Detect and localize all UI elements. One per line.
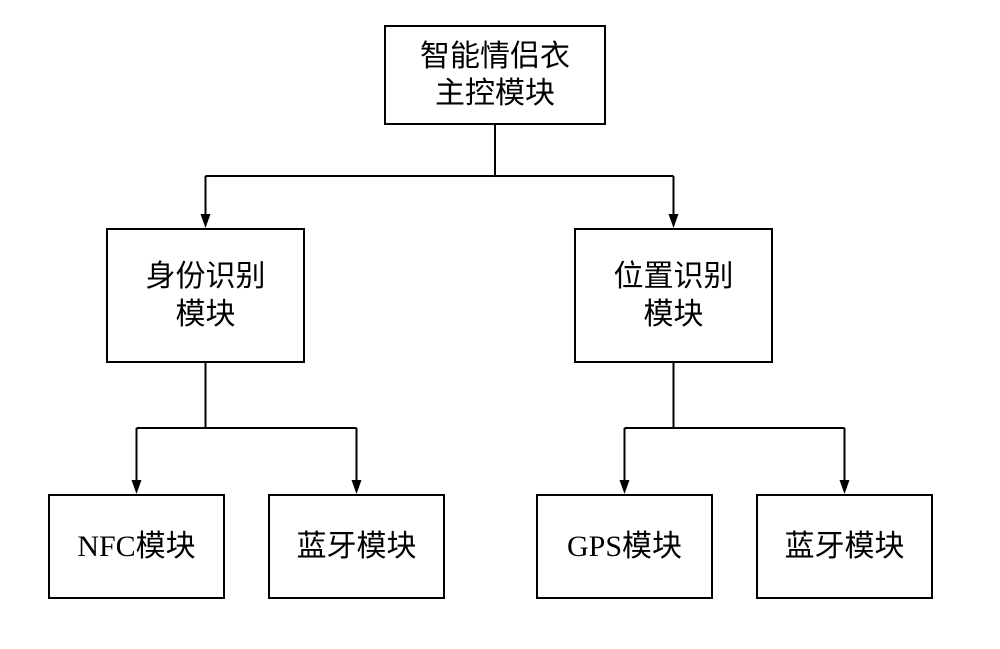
node-identity-line2: 模块 [176, 296, 236, 334]
node-identity-line1: 身份识别 [146, 258, 266, 296]
node-bluetooth-1: 蓝牙模块 [268, 494, 445, 599]
node-nfc-label: NFC模块 [77, 528, 195, 566]
node-nfc: NFC模块 [48, 494, 225, 599]
node-location-line1: 位置识别 [614, 258, 734, 296]
node-bluetooth-2: 蓝牙模块 [756, 494, 933, 599]
node-root-line2: 主控模块 [435, 75, 555, 113]
node-gps: GPS模块 [536, 494, 713, 599]
node-bluetooth-1-label: 蓝牙模块 [297, 528, 417, 566]
node-root-line1: 智能情侣衣 [420, 38, 570, 76]
node-location-line2: 模块 [644, 296, 704, 334]
node-gps-label: GPS模块 [567, 528, 682, 566]
node-bluetooth-2-label: 蓝牙模块 [785, 528, 905, 566]
node-identity: 身份识别 模块 [106, 228, 305, 363]
diagram-canvas: 智能情侣衣 主控模块 身份识别 模块 位置识别 模块 NFC模块 蓝牙模块 GP… [0, 0, 1000, 649]
node-root: 智能情侣衣 主控模块 [384, 25, 606, 125]
node-location: 位置识别 模块 [574, 228, 773, 363]
